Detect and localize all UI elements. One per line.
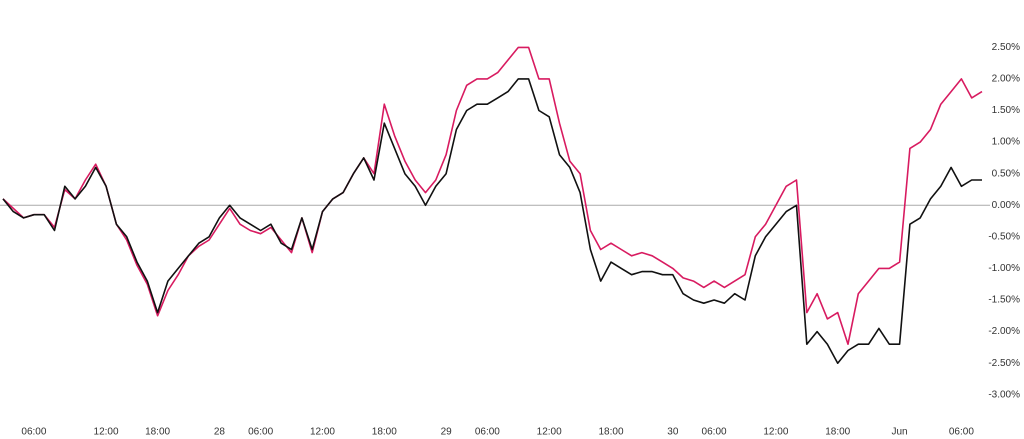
- y-tick-label: -3.00%: [988, 389, 1020, 400]
- y-tick-label: 2.00%: [992, 74, 1020, 85]
- y-tick-label: 0.50%: [992, 168, 1020, 179]
- x-tick-label: 12:00: [763, 427, 788, 438]
- x-tick-label: 12:00: [94, 427, 119, 438]
- y-tick-label: 0.00%: [992, 200, 1020, 211]
- x-tick-label: 18:00: [598, 427, 623, 438]
- x-tick-label: 06:00: [949, 427, 974, 438]
- x-tick-label: 06:00: [248, 427, 273, 438]
- x-tick-label: 29: [441, 427, 453, 438]
- y-tick-label: 1.50%: [992, 105, 1020, 116]
- x-tick-label: 18:00: [372, 427, 397, 438]
- x-tick-label: 18:00: [825, 427, 850, 438]
- x-tick-label: 06:00: [475, 427, 500, 438]
- y-tick-label: -2.00%: [988, 326, 1020, 337]
- x-tick-label: 30: [667, 427, 679, 438]
- y-tick-label: 2.50%: [992, 42, 1020, 53]
- y-tick-label: -2.50%: [988, 358, 1020, 369]
- series-line: [2, 78, 982, 364]
- x-tick-label: 12:00: [537, 427, 562, 438]
- x-tick-label: 12:00: [310, 427, 335, 438]
- y-tick-label: 1.00%: [992, 137, 1020, 148]
- series-line: [2, 46, 983, 345]
- y-tick-label: -0.50%: [988, 231, 1020, 242]
- x-tick-label: 28: [214, 427, 226, 438]
- y-tick-label: -1.00%: [988, 263, 1020, 274]
- x-tick-label: 06:00: [21, 427, 46, 438]
- x-tick-label: Jun: [891, 427, 907, 438]
- x-tick-label: 18:00: [145, 427, 170, 438]
- x-tick-label: 06:00: [702, 427, 727, 438]
- y-tick-label: -1.50%: [988, 295, 1020, 306]
